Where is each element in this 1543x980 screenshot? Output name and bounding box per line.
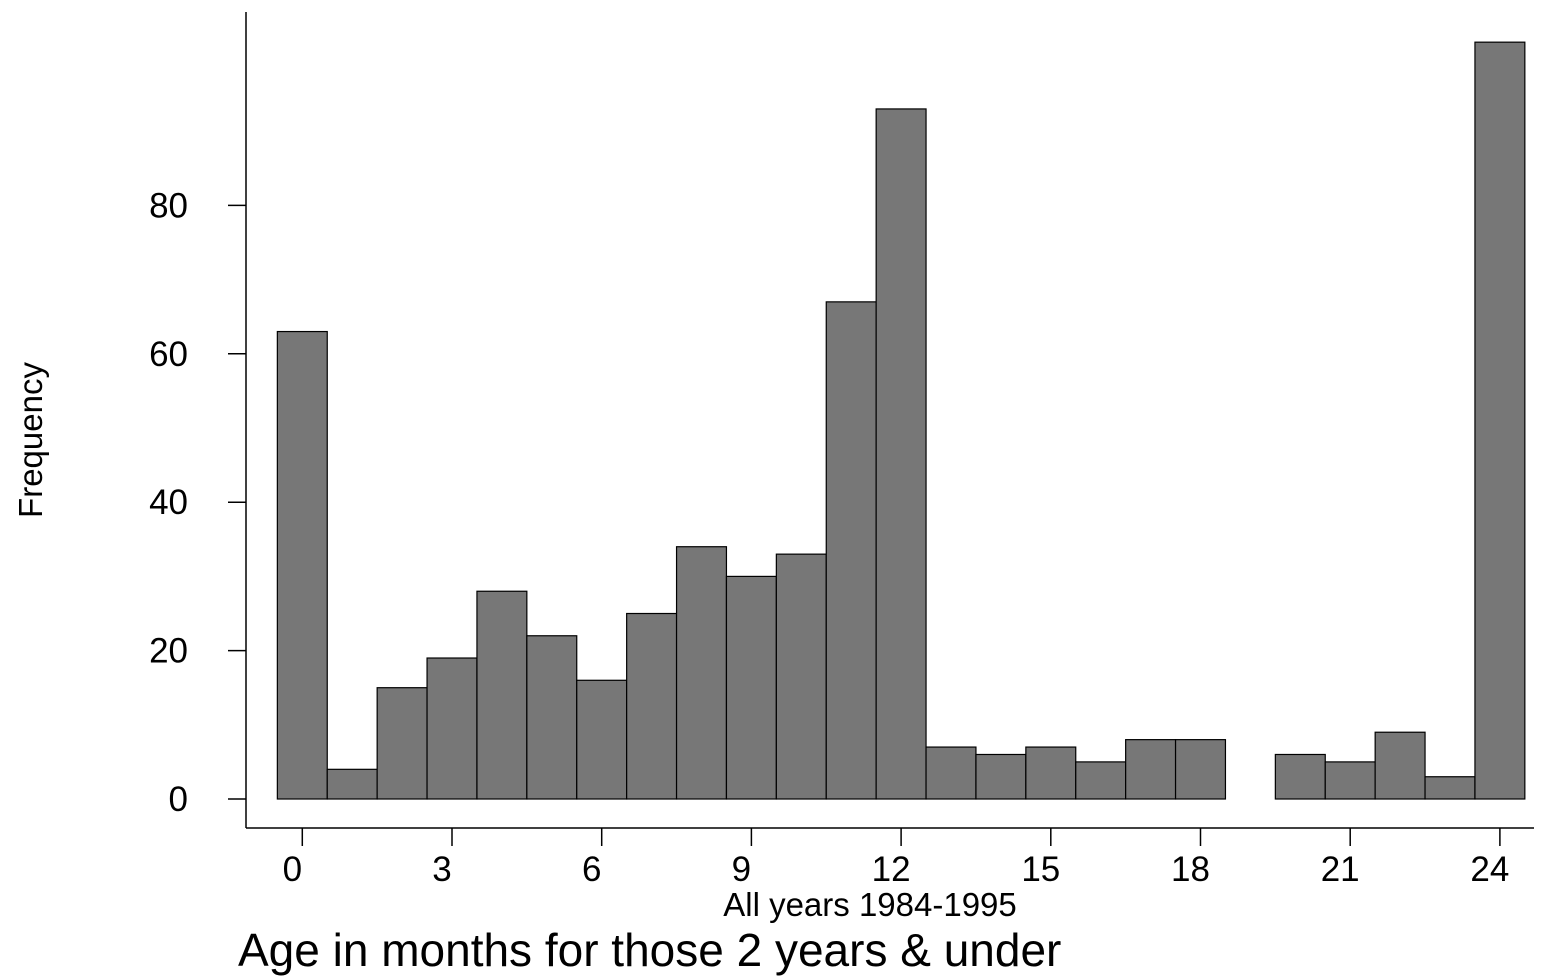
- x-tick-label: 21: [1321, 850, 1360, 889]
- bar-age-16: [1075, 761, 1127, 800]
- y-tick-label: 0: [169, 780, 188, 819]
- x-tick-label: 6: [582, 850, 601, 889]
- y-axis-label: Frequency: [12, 362, 49, 518]
- bars-group: [276, 41, 1526, 800]
- bar-age-9: [725, 575, 777, 800]
- y-tick-label: 40: [149, 483, 188, 522]
- bar-age-5: [526, 635, 578, 800]
- bar-age-18: [1174, 739, 1227, 800]
- bar-age-2: [376, 687, 428, 800]
- bar-age-20: [1274, 753, 1326, 800]
- bar-age-17: [1125, 739, 1177, 800]
- chart-title: Age in months for those 2 years & under: [238, 924, 1061, 976]
- bar-age-24: [1474, 41, 1526, 800]
- x-ticks-group: 0 3 6 9 12 15 18 21 24: [283, 828, 1509, 889]
- x-tick-label: 15: [1021, 850, 1060, 889]
- y-ticks-group: 0 20 40 60 80: [149, 186, 246, 819]
- x-tick-label: 24: [1470, 850, 1509, 889]
- bar-age-7: [626, 612, 678, 800]
- bar-age-10: [775, 553, 827, 800]
- x-tick-label: 12: [872, 850, 911, 889]
- x-tick-label: 18: [1171, 850, 1210, 889]
- x-tick-label: 0: [283, 850, 302, 889]
- bar-age-23: [1424, 776, 1476, 800]
- bar-age-0: [276, 330, 328, 800]
- y-tick-label: 60: [149, 335, 188, 374]
- x-axis-label: All years 1984-1995: [723, 886, 1017, 923]
- bar-age-1: [326, 768, 378, 800]
- bar-age-11: [825, 301, 877, 800]
- bar-age-21: [1324, 761, 1376, 800]
- bar-age-13: [925, 746, 977, 800]
- bar-age-4: [476, 590, 528, 800]
- x-tick-label: 3: [432, 850, 451, 889]
- bar-age-22: [1374, 731, 1426, 800]
- bar-age-14: [975, 753, 1027, 800]
- y-tick-label: 80: [149, 186, 188, 225]
- bar-age-6: [576, 679, 628, 800]
- y-tick-label: 20: [149, 632, 188, 671]
- bar-age-15: [1025, 746, 1077, 800]
- bar-age-12: [875, 108, 927, 800]
- bar-age-8: [675, 546, 728, 800]
- x-tick-label: 9: [732, 850, 751, 889]
- bar-age-3: [426, 657, 478, 800]
